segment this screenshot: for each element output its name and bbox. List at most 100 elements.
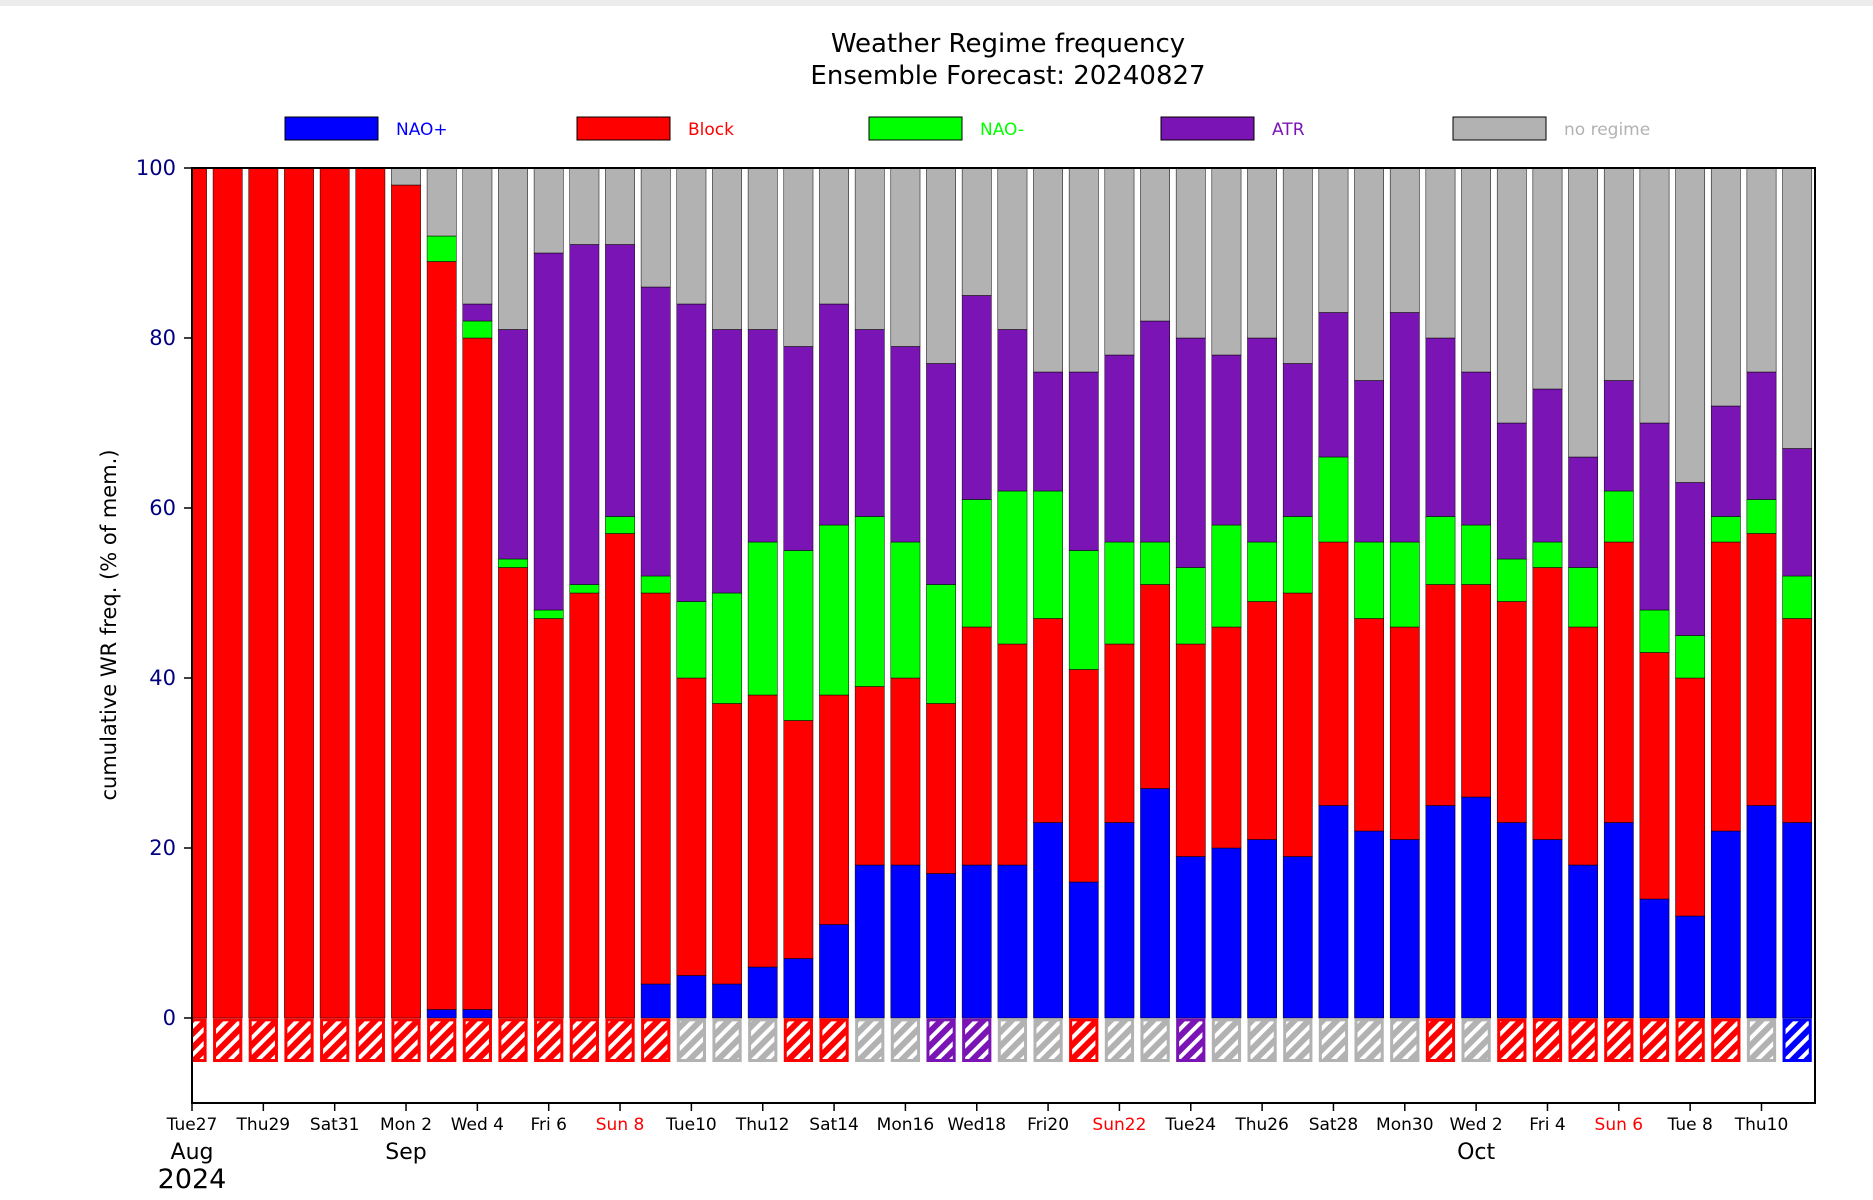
- bar-segment-no-regime: [1140, 168, 1170, 322]
- bar-segment-no-regime: [1354, 168, 1384, 381]
- bar-segment-atr: [747, 329, 778, 543]
- bar-segment-atr: [1318, 312, 1349, 458]
- bar-segment-atr: [1568, 456, 1599, 568]
- legend-label: no regime: [1564, 120, 1650, 140]
- regime-marker: [1782, 1018, 1812, 1062]
- regime-marker: [1033, 1018, 1063, 1062]
- x-tick-label: Tue 8: [1667, 1115, 1713, 1135]
- bar-segment-no-regime: [1175, 168, 1206, 339]
- bar-segment-nao-: [426, 235, 457, 262]
- bar-segment-nao-: [712, 983, 742, 1019]
- bar-segment-nao-: [1746, 805, 1777, 1019]
- bar-segment-nao-: [462, 320, 493, 339]
- bar-segment-nao-: [997, 864, 1028, 1019]
- y-tick-label: 20: [149, 836, 176, 860]
- x-tick-label: Tue27: [166, 1115, 218, 1135]
- y-tick-label: 40: [149, 666, 176, 690]
- bar-segment-nao-: [1211, 524, 1242, 628]
- bar-segment-no-regime: [605, 168, 635, 245]
- bar-segment-nao-: [1532, 541, 1563, 568]
- bar-segment-no-regime: [640, 168, 671, 288]
- bar-segment-no-regime: [462, 168, 493, 305]
- bar-segment-nao-: [1675, 915, 1706, 1019]
- bar-segment-block: [1354, 618, 1384, 832]
- x-axis: Tue27 Thu29 Sat31 Mon 2 Wed 4 Fri 6 Sun 8 Tue10…: [158, 1103, 1789, 1195]
- regime-marker: [1746, 1018, 1777, 1062]
- regime-marker: [569, 1018, 599, 1062]
- y-tick-label: 0: [163, 1006, 176, 1030]
- bar-segment-block: [783, 720, 814, 959]
- month-label: Oct: [1457, 1140, 1495, 1165]
- x-tick-label: Thu10: [1734, 1115, 1789, 1135]
- regime-marker: [1425, 1018, 1456, 1062]
- bar-segment-nao-: [640, 983, 671, 1019]
- bar-segment-block: [747, 694, 778, 968]
- x-tick-label: Fri 6: [530, 1115, 566, 1135]
- bar-segment-nao-: [747, 541, 778, 696]
- x-tick-label: Tue10: [665, 1115, 717, 1135]
- regime-marker: [890, 1018, 921, 1062]
- bar-segment-nao-: [1710, 516, 1741, 543]
- y-tick-label: 60: [149, 496, 176, 520]
- bar-segment-no-regime: [1389, 168, 1420, 313]
- bar-segment-nao-: [1461, 796, 1492, 1019]
- bar-segment-nao-: [533, 609, 564, 619]
- bar-segment-nao-: [1318, 805, 1349, 1019]
- bar-segment-nao-: [926, 873, 956, 1019]
- regime-marker: [1711, 1018, 1741, 1062]
- bar-segment-block: [1603, 541, 1634, 823]
- bar-segment-block: [640, 592, 671, 985]
- bar-segment-block: [1639, 652, 1670, 900]
- bar-segment-nao-: [1140, 788, 1170, 1019]
- bar-segment-atr: [1389, 312, 1420, 543]
- legend-label: NAO-: [980, 120, 1024, 140]
- bar-segment-no-regime: [1639, 168, 1670, 424]
- bar-segment-atr: [854, 329, 885, 517]
- regime-marker: [320, 1018, 350, 1062]
- bar-segment-block: [1175, 643, 1206, 857]
- bar-segment-atr: [1175, 337, 1206, 568]
- bar-segment-atr: [1639, 422, 1670, 611]
- bar-segment-nao-: [605, 516, 635, 534]
- bar-segment-atr: [498, 329, 528, 560]
- bar-segment-atr: [1068, 371, 1099, 551]
- bar-segment-block: [1318, 541, 1349, 806]
- bar-segment-atr: [1425, 337, 1456, 517]
- bar-segment-no-regime: [1282, 168, 1313, 364]
- legend-label: Block: [688, 120, 734, 140]
- bar-segment-no-regime: [1568, 168, 1599, 458]
- x-tick-label: Sat28: [1309, 1115, 1359, 1135]
- regime-marker: [213, 1018, 243, 1062]
- y-axis: 0 20 40 60 80 100: [136, 156, 192, 1030]
- regime-marker: [819, 1018, 849, 1062]
- regime-marker: [498, 1018, 528, 1062]
- regime-marker: [391, 1018, 421, 1062]
- bar-segment-atr: [462, 303, 493, 322]
- bar-segment-nao-: [676, 975, 707, 1019]
- regime-marker: [855, 1018, 885, 1062]
- bar-segment-block: [212, 168, 243, 1019]
- bar-segment-atr: [1247, 337, 1277, 543]
- bar-segment-atr: [1354, 380, 1384, 543]
- bar-segment-nao-: [1033, 822, 1063, 1019]
- regime-marker: [462, 1018, 492, 1062]
- bar-segment-block: [676, 677, 707, 976]
- bar-segment-block: [569, 592, 600, 1019]
- bar-segment-nao-: [1639, 609, 1670, 653]
- bar-segment-block: [1496, 601, 1527, 823]
- x-tick-label: Sun22: [1092, 1115, 1146, 1135]
- bar-segment-nao-: [1639, 898, 1670, 1019]
- bar-segment-atr: [1782, 448, 1813, 577]
- legend: NAO+ Block NAO- ATR no regime: [284, 116, 1650, 141]
- bar-segment-block: [819, 694, 849, 925]
- plot-frame: [191, 167, 1816, 1104]
- bar-segment-block: [1140, 584, 1170, 789]
- bar-segment-no-regime: [712, 168, 742, 330]
- bar-segment-no-regime: [890, 168, 921, 347]
- month-label: Sep: [385, 1140, 426, 1165]
- bar-segment-no-regime: [1033, 168, 1063, 373]
- regime-marker: [427, 1018, 457, 1062]
- bar-segment-nao-: [783, 958, 814, 1019]
- bar-segment-no-regime: [391, 168, 421, 186]
- bar-segment-nao-: [1675, 635, 1706, 679]
